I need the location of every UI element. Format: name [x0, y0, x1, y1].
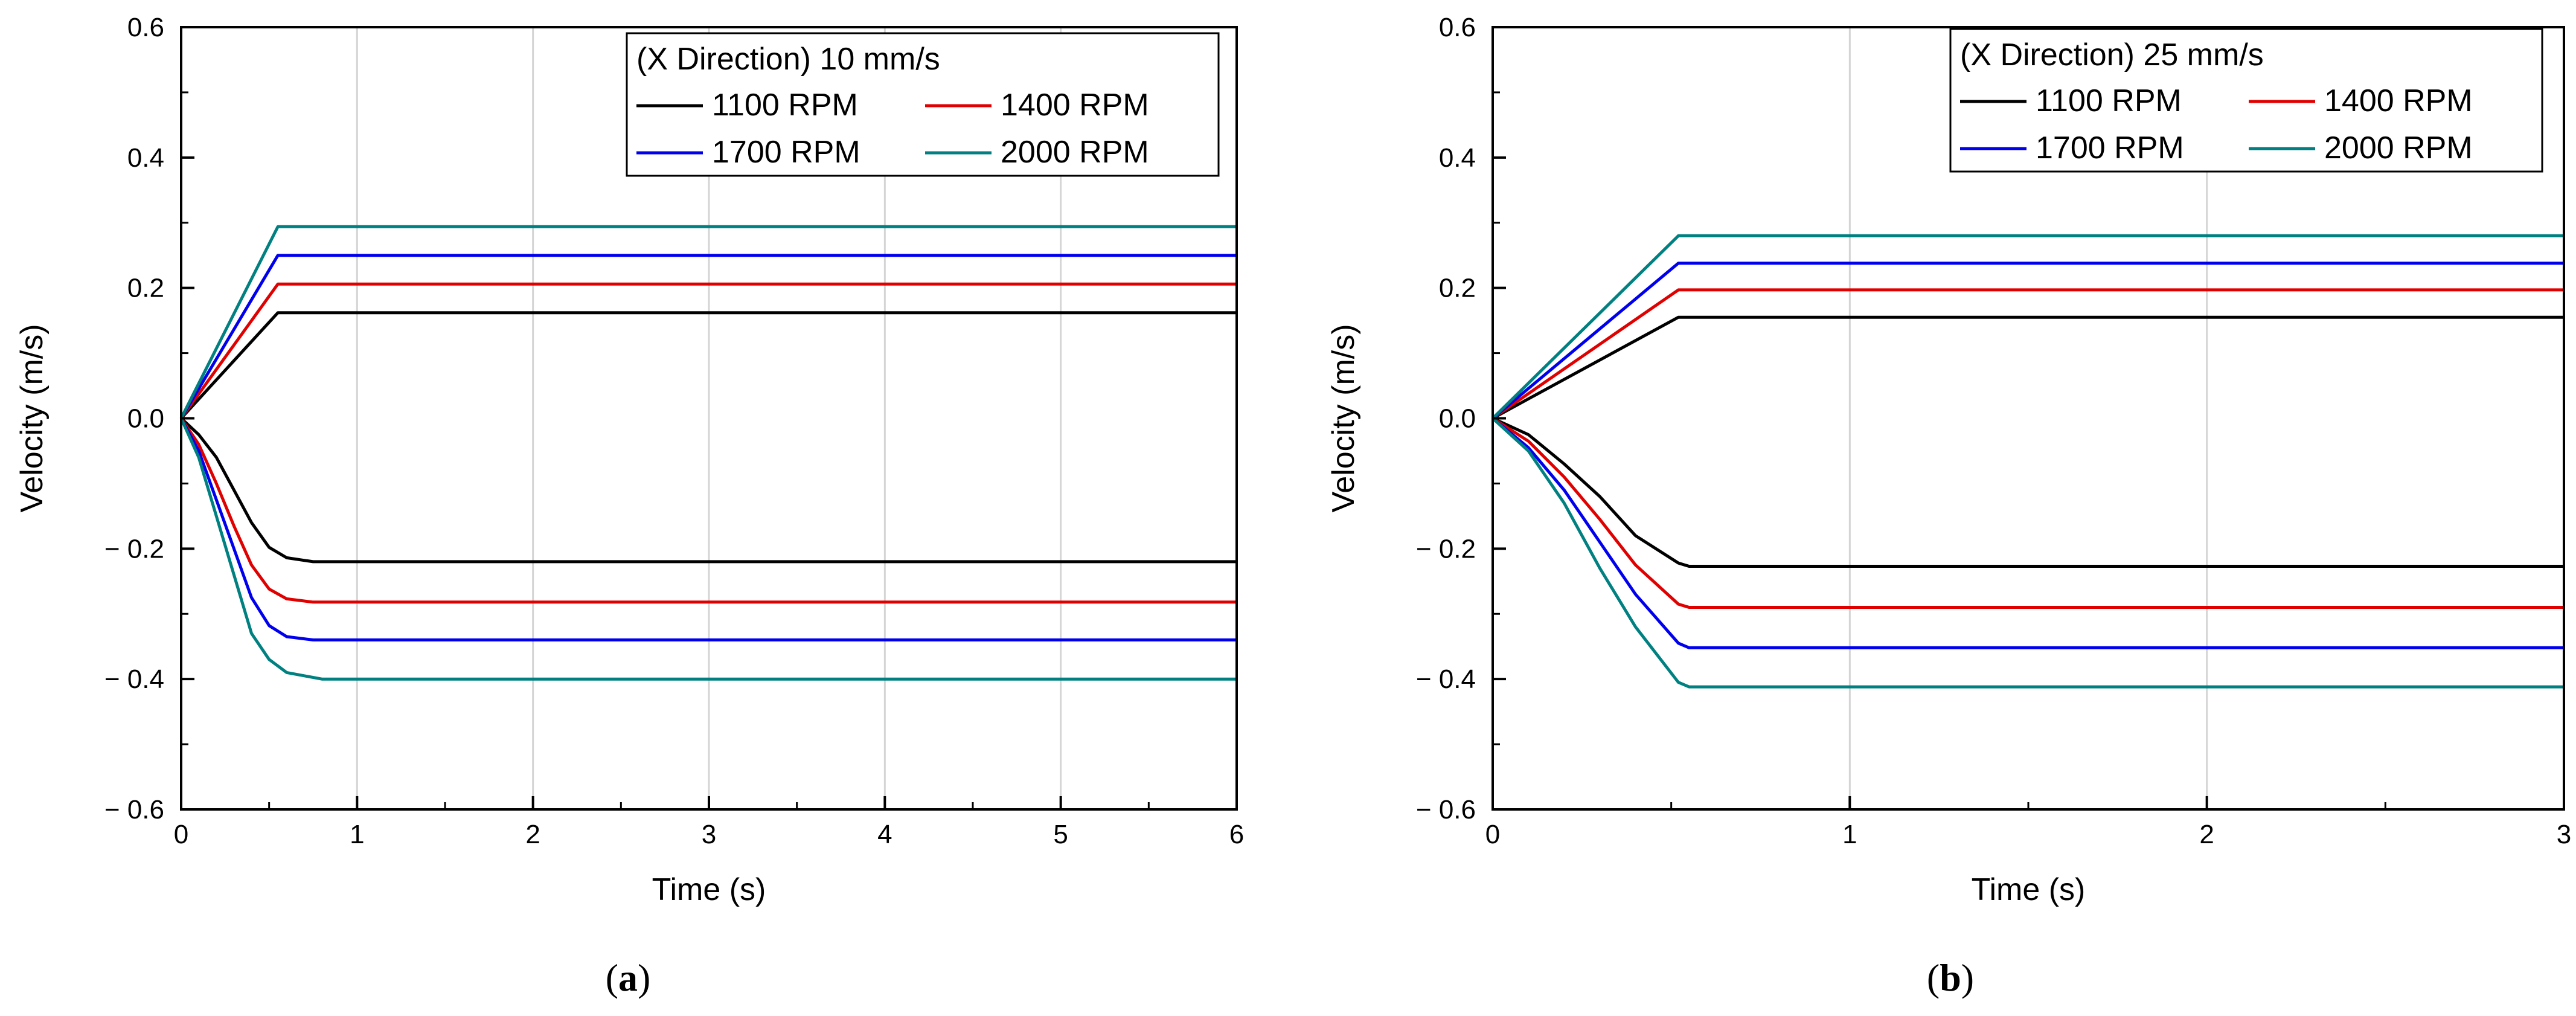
legend-title: (X Direction) 10 mm/s: [636, 42, 940, 77]
legend-label: 1700 RPM: [712, 135, 860, 170]
legend-label: 2000 RPM: [2324, 130, 2473, 166]
legend-box: [626, 32, 1220, 177]
legend: (X Direction) 25 mm/s 1100 RPM 1400 RPM 170…: [1949, 28, 2543, 173]
legend-box: [1949, 28, 2543, 173]
y-axis-title: Velocity (m/s): [1326, 324, 1361, 512]
y-axis: 0.6 0.4 0.2 0.0 − 0.2 − 0.4 − 0.6: [104, 13, 194, 825]
legend-label: 2000 RPM: [1001, 135, 1149, 170]
y-tick-label: − 0.4: [1416, 664, 1476, 694]
y-tick-label: − 0.2: [104, 534, 164, 564]
panel-caption: (b): [1927, 956, 1974, 999]
caption-open-paren: (: [1927, 956, 1940, 999]
x-tick-label: 5: [1053, 820, 1068, 849]
panel-caption: (a): [606, 956, 651, 999]
series-lines: [1491, 234, 2564, 689]
series-line-2000-rpm-upper: [1491, 234, 2564, 420]
series-lines: [179, 225, 1237, 681]
y-tick-label: − 0.2: [1416, 534, 1476, 564]
legend-label: 1100 RPM: [712, 88, 858, 123]
y-tick-label: 0.0: [1439, 404, 1476, 434]
series-line-1100-rpm-lower: [180, 417, 1237, 564]
series-line-1100-rpm-upper: [180, 311, 1237, 420]
series-line-1100-rpm-upper: [1491, 315, 2564, 420]
legend: (X Direction) 10 mm/s 1100 RPM 1400 RPM 170…: [626, 32, 1220, 177]
y-tick-label: 0.2: [1439, 274, 1476, 303]
series-line-1400-rpm-upper: [1491, 288, 2564, 420]
y-tick-label: 0.4: [1439, 143, 1476, 173]
y-axis: 0.6 0.4 0.2 0.0 − 0.2 − 0.4 − 0.6: [1416, 13, 1506, 825]
y-tick-label: − 0.6: [1416, 795, 1476, 825]
y-tick-label: 0.6: [127, 13, 164, 42]
y-tick-label: 0.6: [1439, 13, 1476, 42]
panel-a: 0 1 2 3 4 5 6 0.6 0.4 0.2 0.0 − 0.2 − 0.4 − 0.6 Time (…: [14, 13, 1244, 999]
y-tick-label: 0.2: [127, 274, 164, 303]
x-axis-title: Time (s): [652, 872, 766, 907]
x-axis-title: Time (s): [1972, 872, 2086, 907]
caption-open-paren: (: [606, 956, 618, 999]
x-tick-label: 0: [174, 820, 188, 849]
caption-letter: a: [618, 956, 638, 999]
series-line-1400-rpm-upper: [179, 282, 1237, 419]
x-tick-label: 2: [2199, 820, 2214, 849]
series-line-1700-rpm-lower: [1491, 417, 2564, 649]
panel-b: 0 1 2 3 0.6 0.4 0.2 0.0 − 0.2 − 0.4 − 0.6 Time (s) V…: [1326, 13, 2571, 999]
x-tick-label: 0: [1485, 820, 1500, 849]
x-axis: 0 1 2 3 4 5 6: [174, 796, 1244, 849]
x-tick-label: 6: [1229, 820, 1244, 849]
series-line-1100-rpm-lower: [1491, 417, 2564, 568]
x-tick-label: 1: [1842, 820, 1857, 849]
x-axis: 0 1 2 3: [1485, 796, 2571, 849]
y-tick-label: − 0.4: [104, 664, 164, 694]
x-tick-label: 4: [877, 820, 892, 849]
x-tick-label: 2: [525, 820, 540, 849]
series-line-2000-rpm-lower: [179, 417, 1237, 681]
caption-close-paren: ): [1961, 956, 1974, 999]
y-tick-label: 0.0: [127, 404, 164, 434]
x-tick-label: 3: [2557, 820, 2571, 849]
legend-title: (X Direction) 25 mm/s: [1960, 37, 2264, 72]
caption-letter: b: [1940, 956, 1961, 999]
x-tick-label: 1: [350, 820, 364, 849]
y-tick-label: − 0.6: [104, 795, 164, 825]
series-line-1700-rpm-lower: [179, 417, 1237, 641]
caption-close-paren: ): [638, 956, 650, 999]
series-line-1400-rpm-lower: [1491, 417, 2564, 609]
series-line-1400-rpm-lower: [179, 417, 1237, 604]
series-line-1700-rpm-upper: [1491, 262, 2564, 420]
legend-label: 1400 RPM: [2324, 83, 2473, 118]
x-tick-label: 3: [702, 820, 716, 849]
legend-label: 1100 RPM: [2036, 83, 2182, 118]
series-line-2000-rpm-lower: [1491, 417, 2564, 689]
series-line-1700-rpm-upper: [179, 254, 1237, 419]
series-line-2000-rpm-upper: [179, 225, 1237, 419]
legend-label: 1400 RPM: [1001, 88, 1149, 123]
legend-label: 1700 RPM: [2036, 130, 2184, 166]
y-axis-title: Velocity (m/s): [14, 324, 50, 512]
y-tick-label: 0.4: [127, 143, 164, 173]
